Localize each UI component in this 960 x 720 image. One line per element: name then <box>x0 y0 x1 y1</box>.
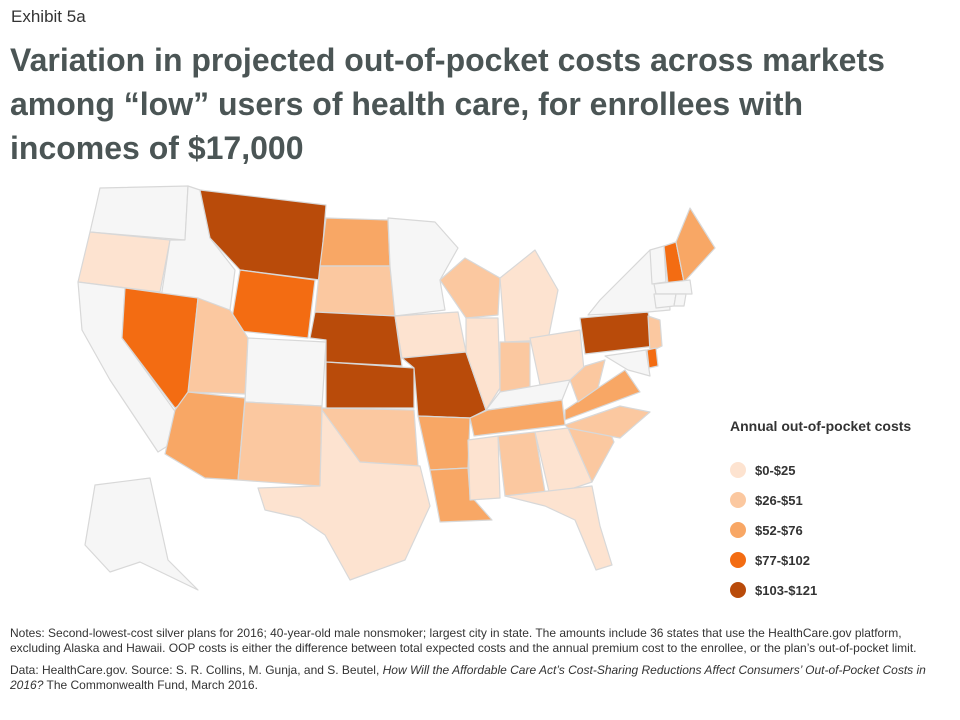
state-me <box>675 207 716 283</box>
state-or <box>77 231 171 293</box>
page-title: Variation in projected out-of-pocket cos… <box>10 42 885 166</box>
state-nm <box>237 401 323 487</box>
legend-swatch <box>730 462 746 478</box>
legend-swatch <box>730 552 746 568</box>
legend-label: $103-$121 <box>755 582 818 598</box>
notes-section: Notes: Second-lowest-cost silver plans f… <box>10 626 950 693</box>
state-nj <box>647 315 663 353</box>
state-mn <box>387 217 459 317</box>
state-nd <box>319 217 391 267</box>
state-wy <box>229 269 316 339</box>
state-in <box>499 341 531 393</box>
state-wv <box>569 359 606 403</box>
notes-text: Notes: Second-lowest-cost silver plans f… <box>10 626 917 655</box>
state-il <box>465 317 501 411</box>
legend-item-2: $52-$76 <box>730 515 950 545</box>
state-ma <box>653 279 693 295</box>
state-ak <box>84 477 199 591</box>
legend-title: Annual out-of-pocket costs <box>730 418 912 434</box>
legend-swatch <box>730 492 746 508</box>
state-md <box>604 349 651 377</box>
legend-label: $52-$76 <box>755 522 803 538</box>
state-vt <box>649 245 667 285</box>
state-ct <box>653 293 677 309</box>
state-tx <box>257 409 431 581</box>
state-co <box>244 337 327 407</box>
legend-label: $77-$102 <box>755 552 810 568</box>
data-source: Data: HealthCare.gov. Source: S. R. Coll… <box>10 663 950 693</box>
legend-label: $0-$25 <box>755 462 796 478</box>
state-mi <box>499 249 559 343</box>
map-legend: Annual out-of-pocket costs $0-$25 $26-$5… <box>730 418 950 605</box>
state-pa <box>579 311 657 355</box>
state-ks <box>325 361 415 409</box>
legend-swatch <box>730 582 746 598</box>
state-sd <box>314 265 396 317</box>
exhibit-label: Exhibit 5a <box>11 7 86 26</box>
data-source-prefix: Data: HealthCare.gov. Source: S. R. Coll… <box>10 663 383 677</box>
data-source-suffix: The Commonwealth Fund, March 2016. <box>43 678 258 692</box>
us-map <box>0 170 960 620</box>
state-nc <box>564 405 651 439</box>
legend-item-0: $0-$25 <box>730 455 950 485</box>
legend-item-3: $77-$102 <box>730 545 950 575</box>
state-ri <box>673 293 687 307</box>
state-az <box>164 391 246 481</box>
state-tn <box>469 399 566 437</box>
legend-label: $26-$51 <box>755 492 803 508</box>
state-la <box>429 467 493 523</box>
state-wa <box>89 185 189 241</box>
data-source-title: How Will the Affordable Care Act’s Cost-… <box>10 663 926 692</box>
state-wi <box>439 257 501 319</box>
legend-swatch <box>730 522 746 538</box>
state-ms <box>467 435 501 501</box>
legend-item-4: $103-$121 <box>730 575 950 605</box>
legend-item-1: $26-$51 <box>730 485 950 515</box>
state-ia <box>394 311 467 359</box>
state-ar <box>417 415 471 471</box>
state-fl <box>504 485 613 571</box>
